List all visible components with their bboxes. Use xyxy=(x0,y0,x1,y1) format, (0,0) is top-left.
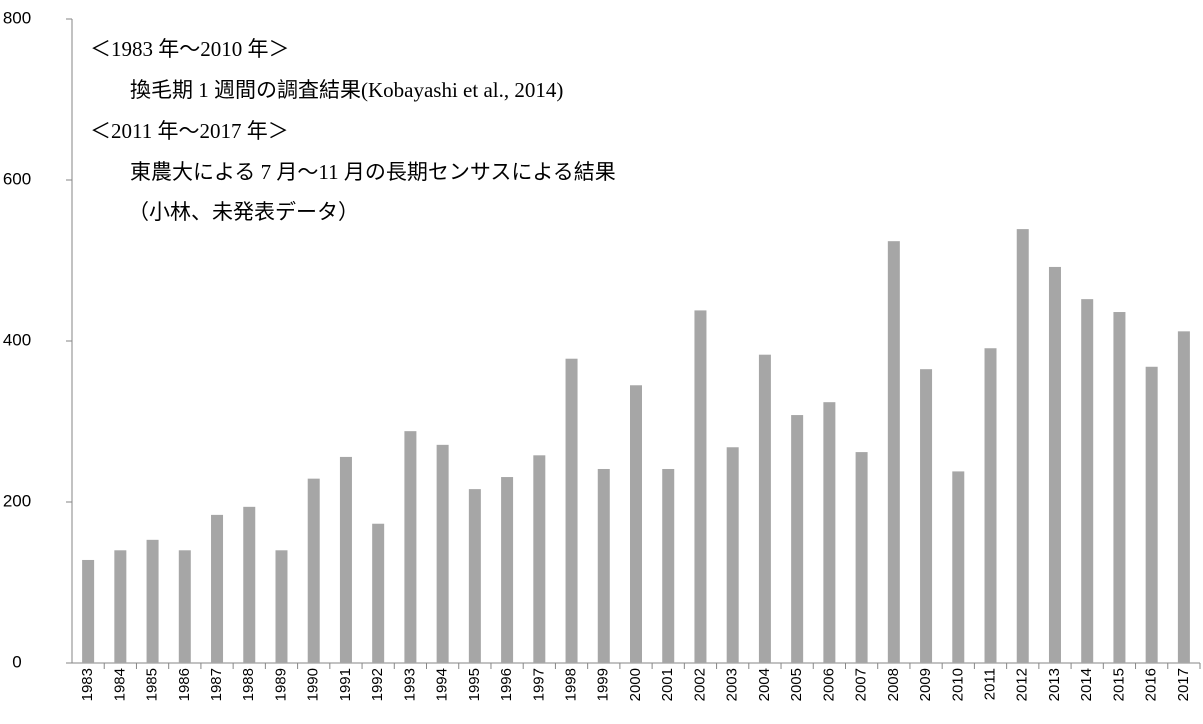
x-tick-label: 2000 xyxy=(627,668,644,701)
annotation: （小林、未発表データ） xyxy=(128,200,359,224)
bar xyxy=(1081,299,1094,663)
bar xyxy=(339,456,352,663)
x-tick-label: 1990 xyxy=(305,668,322,701)
bar xyxy=(275,550,288,663)
bar xyxy=(952,471,965,663)
x-tick-label: 2016 xyxy=(1143,668,1160,701)
bar xyxy=(984,348,997,663)
x-tick-label: 1995 xyxy=(466,668,483,701)
x-tick-label: 1998 xyxy=(563,668,580,701)
bar xyxy=(920,369,933,663)
x-tick-label: 2010 xyxy=(949,668,966,701)
y-tick-label: 600 xyxy=(3,169,31,188)
bar xyxy=(1048,266,1061,663)
x-tick-label: 1985 xyxy=(144,668,161,701)
bar xyxy=(791,415,804,663)
bar xyxy=(146,539,159,663)
bar xyxy=(82,559,95,663)
bar xyxy=(243,506,256,663)
x-tick-label: 1994 xyxy=(434,668,451,701)
x-tick-label: 1992 xyxy=(369,668,386,701)
bar xyxy=(1113,312,1126,663)
x-tick-label: 2011 xyxy=(981,668,998,700)
x-tick-label: 1996 xyxy=(498,668,515,701)
x-tick-label: 1987 xyxy=(208,668,225,701)
x-tick-label: 2003 xyxy=(724,668,741,701)
bar xyxy=(887,241,900,663)
x-tick-label: 1997 xyxy=(530,668,547,701)
x-tick-label: 1989 xyxy=(272,668,289,701)
bar xyxy=(597,468,610,663)
x-tick-label: 1991 xyxy=(337,668,354,701)
x-tick-label: 2005 xyxy=(788,668,805,701)
x-tick-label: 2006 xyxy=(820,668,837,701)
bar xyxy=(758,354,771,663)
x-tick-label: 2012 xyxy=(1014,668,1031,701)
y-tick-label: 400 xyxy=(3,330,31,349)
x-tick-label: 1984 xyxy=(111,668,128,701)
x-tick-label: 2009 xyxy=(917,668,934,701)
bar xyxy=(565,358,578,663)
y-tick-label: 0 xyxy=(12,652,21,671)
bar xyxy=(404,431,417,663)
x-tick-label: 2007 xyxy=(853,668,870,701)
bar xyxy=(114,550,127,663)
bar xyxy=(1016,229,1029,664)
y-tick-label: 800 xyxy=(3,8,31,27)
x-tick-label: 1988 xyxy=(240,668,257,701)
x-tick-label: 1999 xyxy=(595,668,612,701)
bar xyxy=(823,402,836,663)
x-tick-label: 2015 xyxy=(1110,668,1127,701)
x-tick-label: 2002 xyxy=(691,668,708,701)
annotation: ＜2011 年〜2017 年＞ xyxy=(90,119,289,143)
bar xyxy=(178,550,191,663)
bar xyxy=(436,444,449,663)
annotation: ＜1983 年〜2010 年＞ xyxy=(90,37,290,61)
x-tick-label: 2017 xyxy=(1175,668,1192,701)
bar xyxy=(1177,331,1190,663)
bar xyxy=(1145,366,1158,663)
bar xyxy=(855,452,868,663)
bar xyxy=(501,477,514,663)
x-tick-label: 2004 xyxy=(756,668,773,701)
x-tick-label: 2014 xyxy=(1078,668,1095,701)
x-tick-label: 2008 xyxy=(885,668,902,701)
annotation: 換毛期 1 週間の調査結果(Kobayashi et al., 2014) xyxy=(130,78,563,102)
bar xyxy=(372,523,385,663)
bar xyxy=(630,385,642,663)
x-tick-label: 2001 xyxy=(659,668,676,701)
x-tick-label: 1986 xyxy=(176,668,193,701)
x-tick-label: 2013 xyxy=(1046,668,1063,701)
bar xyxy=(726,447,739,663)
bar xyxy=(307,478,320,663)
bar xyxy=(662,468,675,663)
y-tick-label: 200 xyxy=(3,491,31,510)
annotation: 東農大による 7 月〜11 月の長期センサスによる結果 xyxy=(130,160,616,184)
bar xyxy=(533,455,546,663)
bar xyxy=(694,310,707,663)
bar xyxy=(211,514,224,663)
x-tick-label: 1993 xyxy=(401,668,418,701)
bar xyxy=(468,489,481,663)
x-tick-label: 1983 xyxy=(79,668,96,701)
